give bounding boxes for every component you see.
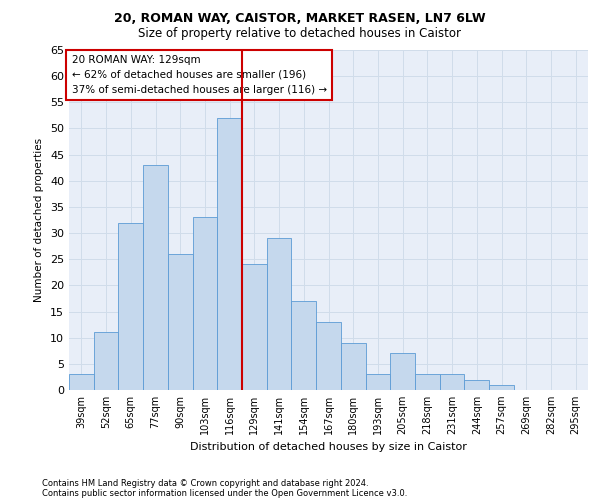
Bar bbox=[118, 222, 143, 390]
Text: 20, ROMAN WAY, CAISTOR, MARKET RASEN, LN7 6LW: 20, ROMAN WAY, CAISTOR, MARKET RASEN, LN… bbox=[114, 12, 486, 26]
Bar bbox=[267, 238, 292, 390]
Bar bbox=[217, 118, 242, 390]
Bar bbox=[242, 264, 267, 390]
Bar bbox=[489, 385, 514, 390]
Text: Contains HM Land Registry data © Crown copyright and database right 2024.: Contains HM Land Registry data © Crown c… bbox=[42, 478, 368, 488]
Bar bbox=[193, 218, 217, 390]
Text: Distribution of detached houses by size in Caistor: Distribution of detached houses by size … bbox=[190, 442, 467, 452]
Bar bbox=[94, 332, 118, 390]
Bar bbox=[341, 343, 365, 390]
Bar bbox=[292, 301, 316, 390]
Text: Contains public sector information licensed under the Open Government Licence v3: Contains public sector information licen… bbox=[42, 488, 407, 498]
Bar bbox=[168, 254, 193, 390]
Text: 20 ROMAN WAY: 129sqm
← 62% of detached houses are smaller (196)
37% of semi-deta: 20 ROMAN WAY: 129sqm ← 62% of detached h… bbox=[71, 55, 327, 94]
Bar bbox=[390, 354, 415, 390]
Bar bbox=[143, 165, 168, 390]
Bar bbox=[69, 374, 94, 390]
Bar bbox=[464, 380, 489, 390]
Text: Size of property relative to detached houses in Caistor: Size of property relative to detached ho… bbox=[139, 28, 461, 40]
Bar bbox=[316, 322, 341, 390]
Bar bbox=[415, 374, 440, 390]
Bar bbox=[365, 374, 390, 390]
Bar bbox=[440, 374, 464, 390]
Y-axis label: Number of detached properties: Number of detached properties bbox=[34, 138, 44, 302]
